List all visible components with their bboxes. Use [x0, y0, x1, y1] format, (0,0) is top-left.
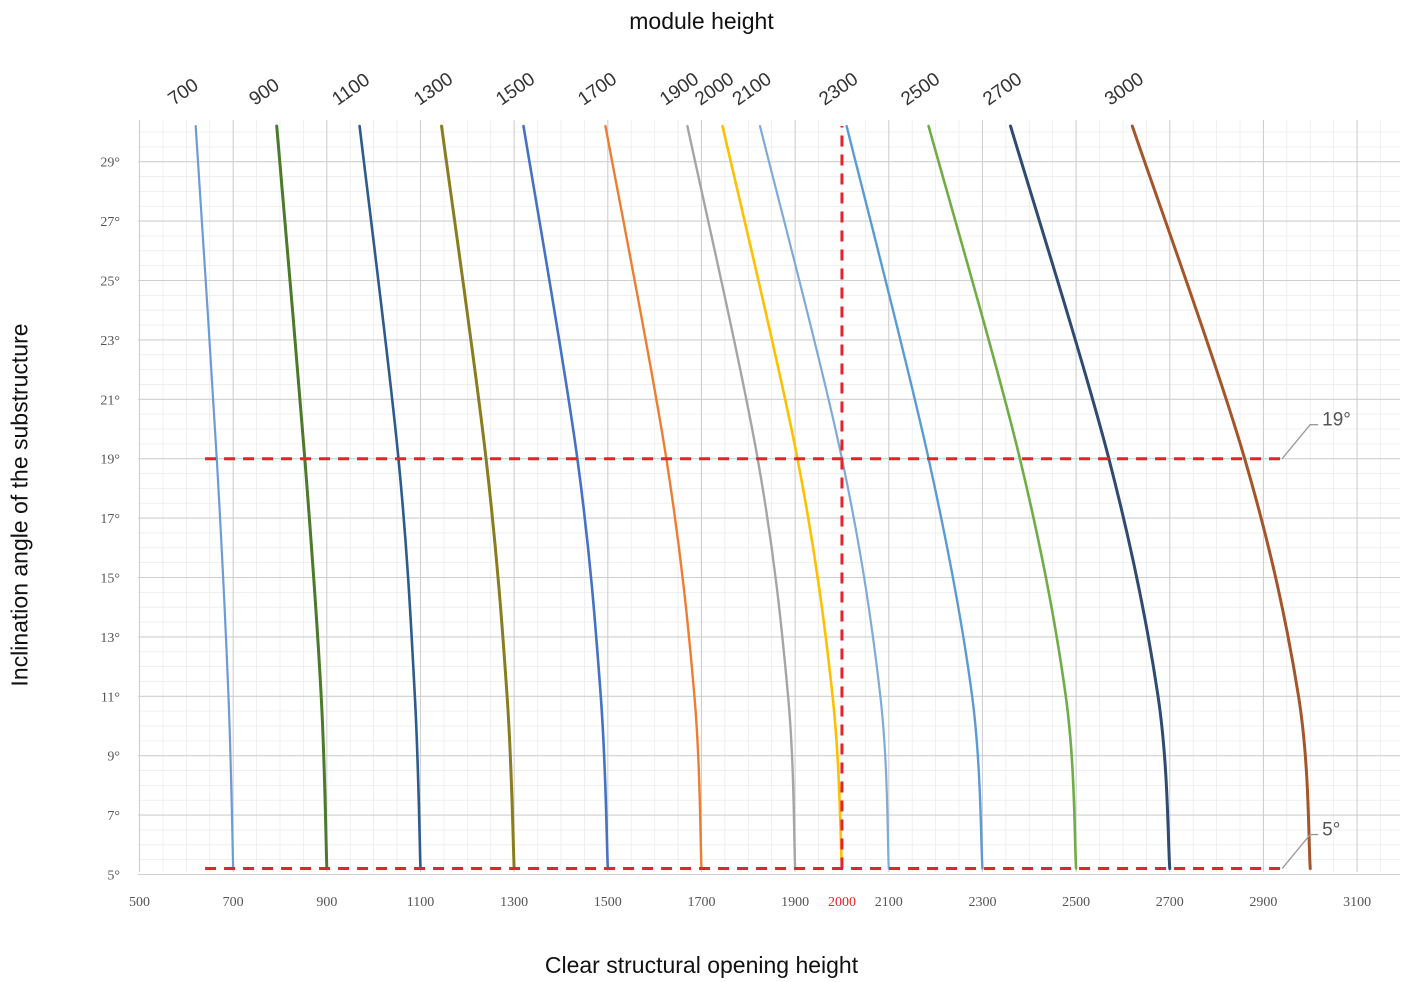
y-tick-label: 27°: [100, 215, 120, 230]
x-tick-label: 900: [316, 895, 337, 910]
x-tick-label: 700: [223, 895, 244, 910]
series-label-1700: 1700: [574, 69, 621, 110]
x-tick-label: 1100: [407, 895, 434, 910]
y-tick-label: 7°: [107, 809, 120, 824]
series-line-1700: [604, 124, 703, 870]
series-line-3000: [1130, 124, 1312, 871]
x-tick-label: 2000: [828, 895, 856, 910]
y-tick-label: 25°: [100, 275, 120, 290]
y-tick-label: 19°: [100, 453, 120, 468]
series-label-2500: 2500: [897, 69, 944, 110]
y-tick-label: 9°: [107, 750, 120, 765]
x-tick-label: 1900: [781, 895, 809, 910]
series-label-2000: 2000: [691, 69, 738, 110]
x-tick-label: 3100: [1343, 895, 1371, 910]
y-tick-label: 11°: [101, 690, 120, 705]
x-tick-label: 1500: [594, 895, 622, 910]
annotation-leader: [1281, 424, 1319, 460]
x-tick-label: 2900: [1249, 895, 1277, 910]
annotation-label: 5°: [1322, 820, 1340, 841]
y-tick-label: 17°: [100, 512, 120, 527]
series-line-2300: [845, 124, 984, 870]
x-tick-label: 500: [129, 895, 150, 910]
x-tick-labels: 500 700 900 1100 1300 1500 1700 1900 2000 2100 230…: [129, 895, 1371, 910]
reference-annotations: 19° 5°: [1281, 410, 1351, 869]
series-line-2000: [721, 124, 844, 870]
series-label-2300: 2300: [815, 69, 862, 110]
series-label-700: 700: [165, 75, 203, 110]
x-tick-label: 1300: [500, 895, 528, 910]
y-tick-label: 5°: [107, 869, 120, 884]
annotation-leader: [1281, 833, 1319, 869]
x-tick-label: 1700: [687, 895, 715, 910]
series-line-1500: [522, 124, 610, 870]
series-line-1300: [440, 124, 516, 871]
series-line-700: [194, 124, 235, 870]
x-tick-label: 2700: [1156, 895, 1184, 910]
series-label-1500: 1500: [492, 69, 539, 110]
minor-grid: [138, 120, 1400, 872]
y-tick-label: 13°: [100, 631, 120, 646]
y-tick-label: 23°: [100, 334, 120, 349]
x-tick-label: 2100: [875, 895, 903, 910]
series-label-2100: 2100: [729, 69, 776, 110]
plot-area: [138, 120, 1400, 872]
series-label-1300: 1300: [410, 69, 457, 110]
y-tick-label: 15°: [100, 572, 120, 587]
x-axis-title: Clear structural opening height: [544, 952, 859, 978]
x-tick-label: 2300: [968, 895, 996, 910]
series-label-900: 900: [246, 75, 284, 110]
y-tick-label: 21°: [100, 393, 120, 408]
reference-lines: [205, 126, 1283, 871]
series-line-2500: [927, 124, 1078, 870]
series-label-3000: 3000: [1101, 69, 1148, 110]
chart-title: module height: [629, 8, 774, 34]
annotation-label: 19°: [1322, 410, 1351, 431]
x-tick-label: 2500: [1062, 895, 1090, 910]
series-layer: [194, 124, 1312, 871]
series-line-900: [275, 124, 329, 871]
y-tick-label: 29°: [100, 156, 120, 171]
major-grid: [138, 120, 1400, 876]
series-label-2700: 2700: [979, 69, 1026, 110]
series-label-1100: 1100: [328, 69, 374, 110]
series-line-2700: [1009, 124, 1172, 871]
series-line-1900: [686, 124, 797, 870]
series-line-1100: [358, 124, 422, 870]
y-tick-labels: 5° 7° 9° 11° 13° 15° 17° 19° 21° 23° 25° 27° 29°: [100, 156, 120, 884]
series-line-2100: [758, 124, 890, 870]
